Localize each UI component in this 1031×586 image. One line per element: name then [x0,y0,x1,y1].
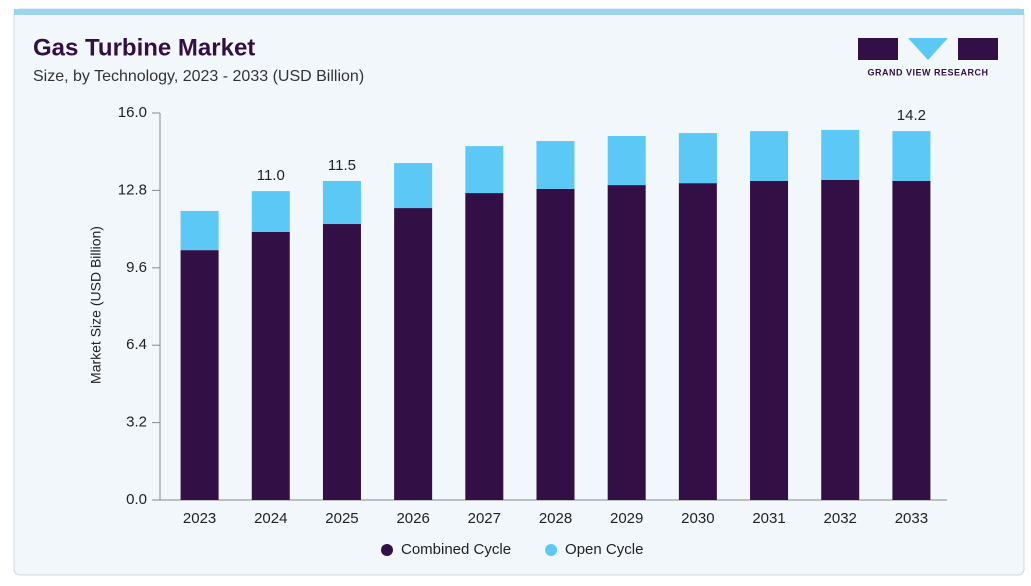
y-tick-label: 3.2 [126,414,147,431]
bar-segment [180,210,219,251]
y-tick-label: 0.0 [126,491,147,508]
bar-segment [251,232,290,500]
x-tick-label: 2024 [254,510,287,527]
y-tick-label: 12.8 [118,181,147,198]
card-top-bar [14,9,1024,15]
bar-segment [821,179,860,500]
logo-triangle [908,38,948,60]
bar-segment [607,185,646,501]
x-tick-label: 2025 [325,510,358,527]
total-label: 11.0 [257,167,285,184]
bar-segment [180,250,219,500]
bar-segment [394,208,433,500]
bar-segment [322,180,361,225]
bar-segment [607,135,646,186]
legend-marker [545,544,558,556]
x-tick-label: 2031 [752,510,785,527]
bar-segment [322,224,361,500]
bar-segment [251,191,290,233]
bar-segment [536,141,575,189]
x-tick-label: 2026 [396,510,429,527]
y-tick-label: 16.0 [118,104,147,121]
total-label: 11.5 [328,157,356,174]
bar-segment [536,188,575,501]
x-tick-label: 2027 [468,510,501,527]
legend-marker [381,544,393,556]
legend-label: Combined Cycle [401,541,511,558]
legend-label: Open Cycle [565,541,643,558]
x-tick-label: 2028 [539,510,572,527]
bar-segment [821,129,860,180]
logo: GRAND VIEW RESEARCH [858,38,998,77]
bar-segment [892,180,931,501]
logo-text: GRAND VIEW RESEARCH [867,67,988,77]
bar-segment [465,146,504,194]
chart-title: Gas Turbine Market [33,34,255,61]
y-tick-label: 6.4 [126,336,147,353]
bar-segment [465,193,504,501]
y-axis-label: Market Size (USD Billion) [88,226,104,384]
x-tick-label: 2032 [824,510,857,527]
bar-segment [678,133,717,184]
bar-segment [750,131,789,181]
logo-block [958,38,998,60]
logo-block [858,38,898,60]
bar-segment [750,180,789,501]
x-tick-label: 2033 [895,510,928,527]
x-tick-label: 2030 [681,510,714,527]
total-label: 14.2 [897,107,926,124]
card [13,8,1025,576]
x-tick-label: 2023 [183,510,216,527]
chart-subtitle: Size, by Technology, 2023 - 2033 (USD Bi… [33,68,364,85]
bar-segment [678,183,717,501]
x-tick-label: 2029 [610,510,643,527]
y-tick-label: 9.6 [126,259,147,276]
bar-segment [892,131,931,181]
bar-segment [394,163,433,209]
